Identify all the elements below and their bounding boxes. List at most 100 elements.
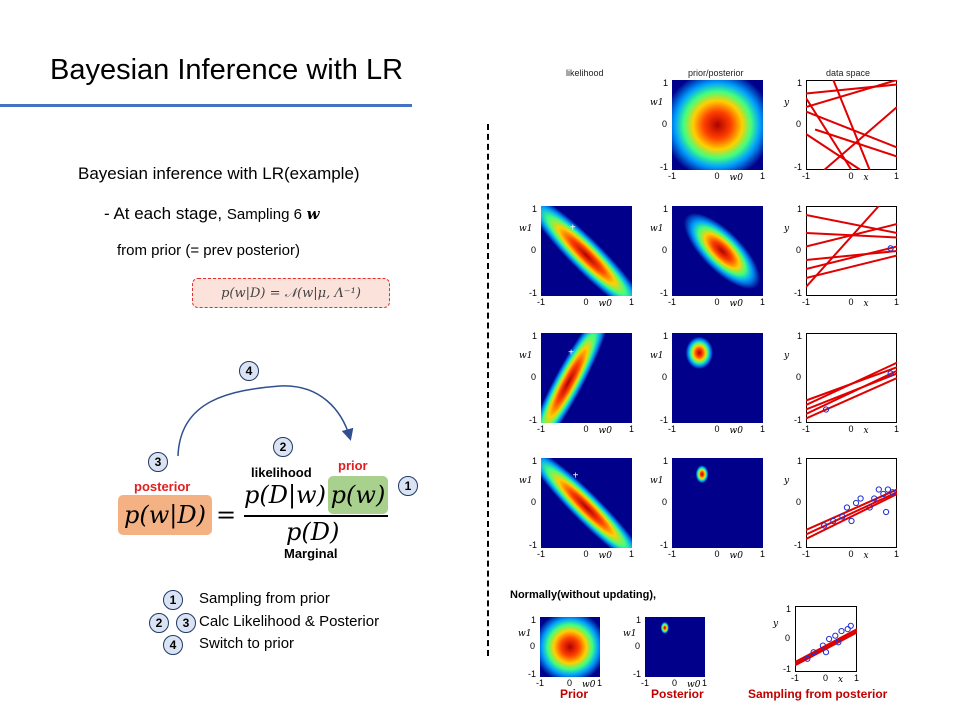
bottom-posterior-panel — [645, 617, 705, 677]
posterior-formula: p(w|D) = 𝒩(w|μ, Λ⁻¹) — [192, 278, 390, 308]
fraction-bar — [244, 515, 388, 517]
data-panel-1-tick-xmin: -1 — [802, 297, 811, 307]
likelihood-panel-1-tick-x0: 0 — [583, 297, 589, 307]
prior-panel-0-tick-y0: 0 — [662, 119, 668, 129]
likelihood-panel-1-tick-y0: 0 — [531, 245, 537, 255]
from-prior-line: from prior (= prev posterior) — [117, 242, 300, 259]
posterior-panel-2-tick-y0: 0 — [662, 372, 668, 382]
step-4-marker: 4 — [163, 635, 183, 655]
data-panel-0-tick-x0: 0 — [848, 171, 854, 181]
bottom-label-posterior: Posterior — [651, 687, 704, 701]
bottom-sampling-panel-tick-x0: 0 — [823, 673, 829, 683]
posterior-panel-1 — [672, 206, 763, 296]
data-panel-0 — [806, 80, 897, 170]
marker-3: 3 — [148, 452, 168, 472]
posterior-panel-1-tick-ymin: -1 — [660, 288, 669, 298]
prior-panel-0-tick-xmax: 1 — [760, 171, 766, 181]
prior-panel-0-tick-x0: 0 — [714, 171, 720, 181]
bottom-prior-panel-tick-xmin: -1 — [536, 678, 545, 688]
data-panel-1-tick-x0: 0 — [848, 297, 854, 307]
bottom-posterior-panel-tick-xmax: 1 — [702, 678, 708, 688]
likelihood-panel-3-ylabel: w1 — [519, 476, 533, 486]
likelihood-panel-2-ylabel: w1 — [519, 351, 533, 361]
bottom-sampling-panel-tick-xmax: 1 — [854, 673, 860, 683]
svg-text:+: + — [568, 348, 574, 359]
bottom-prior-panel-tick-y0: 0 — [530, 641, 536, 651]
posterior-panel-1-tick-xmax: 1 — [760, 297, 766, 307]
data-panel-0-ylabel: y — [784, 98, 790, 108]
data-panel-3-tick-x0: 0 — [848, 549, 854, 559]
data-panel-2-tick-ymax: 1 — [797, 331, 803, 341]
bottom-label-prior: Prior — [560, 687, 589, 701]
normally-label: Normally(without updating), — [510, 589, 657, 601]
posterior-panel-3-xlabel: w0 — [729, 551, 743, 561]
likelihood-panel-3-tick-xmin: -1 — [537, 549, 546, 559]
data-panel-0-tick-ymax: 1 — [797, 78, 803, 88]
data-panel-2-tick-xmin: -1 — [802, 424, 811, 434]
data-panel-2 — [806, 333, 897, 423]
bottom-prior-panel-tick-ymax: 1 — [531, 615, 537, 625]
bottom-posterior-panel-tick-ymin: -1 — [633, 669, 642, 679]
likelihood-panel-2-tick-ymin: -1 — [529, 415, 538, 425]
likelihood-panel-2-tick-y0: 0 — [531, 372, 537, 382]
step-1-marker: 1 — [163, 590, 183, 610]
data-panel-0-tick-xmin: -1 — [802, 171, 811, 181]
marker-2: 2 — [273, 437, 293, 457]
data-panel-3-tick-y0: 0 — [796, 497, 802, 507]
likelihood-panel-3-xlabel: w0 — [598, 551, 612, 561]
posterior-term: p(w|D) — [118, 495, 212, 535]
likelihood-label: likelihood — [251, 465, 312, 480]
posterior-panel-2-tick-xmax: 1 — [760, 424, 766, 434]
data-panel-2-xlabel: x — [863, 426, 869, 436]
title-underline — [0, 104, 412, 107]
data-panel-0-tick-ymin: -1 — [794, 162, 803, 172]
data-panel-0-tick-y0: 0 — [796, 119, 802, 129]
posterior-panel-2-tick-xmin: -1 — [668, 424, 677, 434]
posterior-panel-1-tick-xmin: -1 — [668, 297, 677, 307]
likelihood-panel-2-xlabel: w0 — [598, 426, 612, 436]
bottom-prior-panel — [540, 617, 600, 677]
data-panel-3-tick-xmax: 1 — [894, 549, 900, 559]
prior-panel-0-xlabel: w0 — [729, 173, 743, 183]
likelihood-panel-2-tick-x0: 0 — [583, 424, 589, 434]
bottom-posterior-panel-xlabel: w0 — [687, 680, 701, 690]
stage-prefix: - At each stage, — [104, 204, 223, 223]
marginal-label: Marginal — [284, 546, 338, 561]
posterior-panel-3-ylabel: w1 — [650, 476, 664, 486]
likelihood-panel-3-tick-ymin: -1 — [529, 540, 538, 550]
prior-panel-0-ylabel: w1 — [650, 98, 664, 108]
data-panel-0-xlabel: x — [863, 173, 869, 183]
posterior-panel-3 — [672, 458, 763, 548]
data-panel-2-ylabel: y — [784, 351, 790, 361]
posterior-panel-2-tick-ymin: -1 — [660, 415, 669, 425]
step-4-text: Switch to prior — [199, 635, 295, 652]
likelihood-panel-3-tick-ymax: 1 — [532, 456, 538, 466]
posterior-panel-3-tick-y0: 0 — [662, 497, 668, 507]
likelihood-panel-1-xlabel: w0 — [598, 299, 612, 309]
prior-term: p(w) — [328, 476, 388, 514]
slide-title: Bayesian Inference with LR — [50, 54, 404, 86]
svg-text:+: + — [573, 471, 579, 482]
posterior-panel-3-tick-ymax: 1 — [663, 456, 669, 466]
likelihood-panel-2-tick-ymax: 1 — [532, 331, 538, 341]
bottom-prior-panel-tick-ymin: -1 — [528, 669, 537, 679]
likelihood-panel-1: + — [541, 206, 632, 296]
likelihood-term: p(D|w) — [244, 481, 326, 509]
likelihood-panel-2: + — [541, 333, 632, 423]
col-header-likelihood: likelihood — [566, 68, 604, 78]
data-panel-2-tick-xmax: 1 — [894, 424, 900, 434]
svg-text:+: + — [570, 222, 576, 233]
col-header-prior-posterior: prior/posterior — [688, 68, 744, 78]
likelihood-panel-1-tick-ymin: -1 — [529, 288, 538, 298]
posterior-panel-2-tick-x0: 0 — [714, 424, 720, 434]
prior-panel-0 — [672, 80, 763, 170]
data-panel-1-tick-ymax: 1 — [797, 204, 803, 214]
posterior-panel-1-tick-ymax: 1 — [663, 204, 669, 214]
bottom-prior-panel-ylabel: w1 — [518, 629, 532, 639]
bottom-prior-panel-tick-x0: 0 — [567, 678, 573, 688]
step-2-text: Calc Likelihood & Posterior — [199, 613, 380, 630]
posterior-panel-2-tick-ymax: 1 — [663, 331, 669, 341]
posterior-label: posterior — [134, 479, 191, 494]
bottom-posterior-panel-tick-y0: 0 — [635, 641, 641, 651]
posterior-panel-1-tick-y0: 0 — [662, 245, 668, 255]
